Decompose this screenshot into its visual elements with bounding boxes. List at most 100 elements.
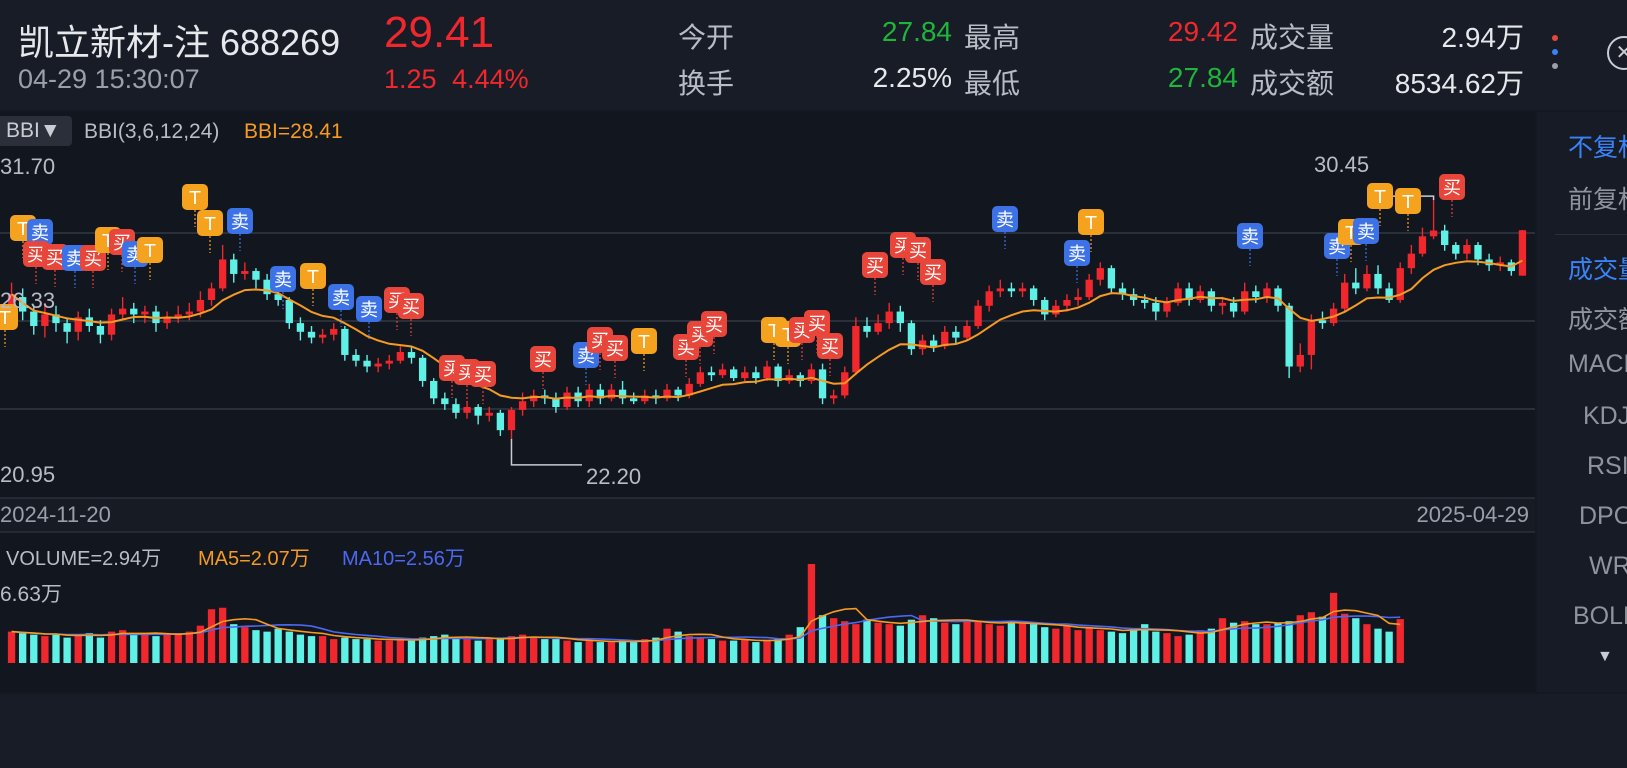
volume-bar bbox=[1352, 618, 1360, 663]
candle-body bbox=[563, 392, 571, 408]
sidebar-item-macd[interactable]: MACD bbox=[1568, 350, 1627, 378]
sidebar-item-amount[interactable]: 成交额 bbox=[1568, 306, 1627, 334]
volume-value: 2.94万 bbox=[1441, 22, 1525, 53]
sidebar-item-forward-adjusted[interactable]: 前复权 bbox=[1568, 186, 1627, 214]
quote-header bbox=[0, 0, 1627, 110]
candle-body bbox=[418, 357, 427, 381]
amount-value: 8534.62万 bbox=[1394, 68, 1524, 99]
max-price-label: 30.45 bbox=[1314, 152, 1370, 177]
candle-body bbox=[318, 334, 327, 338]
signal-buy-badge bbox=[1439, 174, 1465, 200]
kline-svg: TT 卖买买卖买T 买卖 TTT 卖卖 T卖卖 买买买买买买 卖买买 T 买买买 T T 买买买买买买买… bbox=[0, 174, 1535, 663]
candle-body bbox=[1285, 305, 1293, 367]
candle-body bbox=[1463, 245, 1471, 254]
signal-sell-label: 卖 bbox=[231, 212, 249, 233]
candle-body bbox=[874, 323, 882, 332]
signal-buy-badge bbox=[602, 335, 628, 361]
volume-bar bbox=[330, 639, 338, 663]
candle-body bbox=[974, 305, 982, 327]
signal-buy-badge bbox=[470, 361, 496, 387]
volume-bar bbox=[674, 631, 682, 663]
candle-body bbox=[252, 271, 260, 280]
volume-bar bbox=[730, 640, 738, 663]
volume-bar bbox=[652, 637, 660, 663]
sidebar-divider bbox=[1555, 234, 1627, 235]
volume-bar bbox=[752, 642, 760, 663]
candle-body bbox=[1085, 279, 1093, 298]
signal-t-label: T bbox=[0, 308, 12, 329]
sidebar-item-boll[interactable]: BOLL bbox=[1573, 602, 1627, 630]
turnover-label: 换手 bbox=[678, 68, 735, 99]
volume-bar bbox=[118, 630, 127, 663]
volume-bar bbox=[1341, 613, 1349, 663]
signal-sell-badge bbox=[1237, 223, 1263, 249]
volume-bar bbox=[1241, 621, 1249, 663]
indicator-params: BBI(3,6,12,24) bbox=[84, 120, 220, 143]
volume-bar bbox=[141, 633, 149, 663]
sidebar-item-unadjusted[interactable]: 不复权 bbox=[1568, 134, 1627, 162]
signal-t-badge bbox=[197, 210, 223, 236]
signal-buy-label: 买 bbox=[84, 249, 102, 270]
sidebar-item-wr[interactable]: WR bbox=[1589, 552, 1627, 580]
volume-bar bbox=[863, 619, 871, 663]
candle-body bbox=[1029, 288, 1038, 300]
volume-bar bbox=[585, 640, 593, 663]
volume-bar bbox=[1141, 624, 1149, 663]
signal-sell-badge bbox=[1353, 218, 1379, 244]
candle-body bbox=[829, 395, 838, 399]
date-axis-end: 2025-04-29 bbox=[1416, 502, 1529, 527]
volume-bar bbox=[807, 564, 816, 663]
volume-bar bbox=[263, 631, 271, 663]
more-menu-icon[interactable] bbox=[1551, 30, 1559, 79]
candle-body bbox=[463, 407, 471, 413]
volume-bar bbox=[741, 639, 749, 663]
signal-sell-label: 卖 bbox=[31, 223, 49, 244]
candle-body bbox=[607, 389, 616, 399]
signal-buy-label: 买 bbox=[808, 314, 826, 335]
volume-bar bbox=[1396, 619, 1404, 663]
volume-bar bbox=[641, 639, 649, 663]
candle-body bbox=[141, 311, 149, 315]
volume-bar bbox=[929, 618, 938, 663]
candle-body bbox=[118, 308, 127, 315]
sidebar-item-rsi[interactable]: RSI bbox=[1587, 452, 1627, 480]
candle-body bbox=[1374, 273, 1382, 289]
volume-bar bbox=[307, 636, 316, 663]
volume-bar bbox=[418, 637, 427, 663]
signal-sell-label: 卖 bbox=[1241, 227, 1259, 248]
indicator-selector[interactable]: BBI▼ bbox=[0, 116, 72, 146]
candle-body bbox=[1452, 245, 1460, 254]
date-axis-start: 2024-11-20 bbox=[0, 502, 111, 527]
signal-buy-badge bbox=[905, 237, 931, 263]
sidebar-item-volume[interactable]: 成交量 bbox=[1568, 256, 1627, 284]
candle-body bbox=[1107, 268, 1116, 289]
volume-bar bbox=[363, 639, 371, 663]
candle-body bbox=[474, 407, 482, 416]
volume-bar bbox=[907, 619, 916, 663]
signal-buy-label: 买 bbox=[27, 245, 45, 266]
signal-t-badge bbox=[1367, 183, 1393, 209]
candle-body bbox=[929, 340, 938, 347]
sidebar-item-kdj[interactable]: KDJ bbox=[1583, 402, 1627, 430]
volume-bar bbox=[1307, 612, 1316, 663]
sidebar-scroll-down-icon[interactable]: ▼ bbox=[1597, 648, 1613, 665]
sidebar-item-dpo[interactable]: DPO bbox=[1579, 502, 1627, 530]
volume-ma10-text: MA10=2.56万 bbox=[342, 548, 465, 570]
volume-bar bbox=[218, 607, 227, 663]
indicator-sidebar: 不复权 前复权 成交量 成交额 MACD KDJ RSI DPO WR BOLL… bbox=[1537, 112, 1627, 692]
volume-bar bbox=[130, 634, 138, 663]
volume-bar bbox=[341, 637, 349, 663]
volume-bar bbox=[30, 634, 38, 663]
candle-body bbox=[207, 288, 216, 300]
candle-body bbox=[174, 314, 182, 318]
min-price-label: 22.20 bbox=[586, 464, 642, 489]
signal-buy-label: 买 bbox=[606, 339, 624, 360]
candle-body bbox=[1418, 236, 1427, 254]
candle-body bbox=[1263, 288, 1271, 298]
volume-bar bbox=[74, 634, 82, 663]
candle-body bbox=[530, 395, 538, 402]
volume-bar bbox=[1374, 628, 1382, 663]
signal-sell-label: 卖 bbox=[332, 288, 350, 309]
volume-bar bbox=[241, 627, 249, 663]
